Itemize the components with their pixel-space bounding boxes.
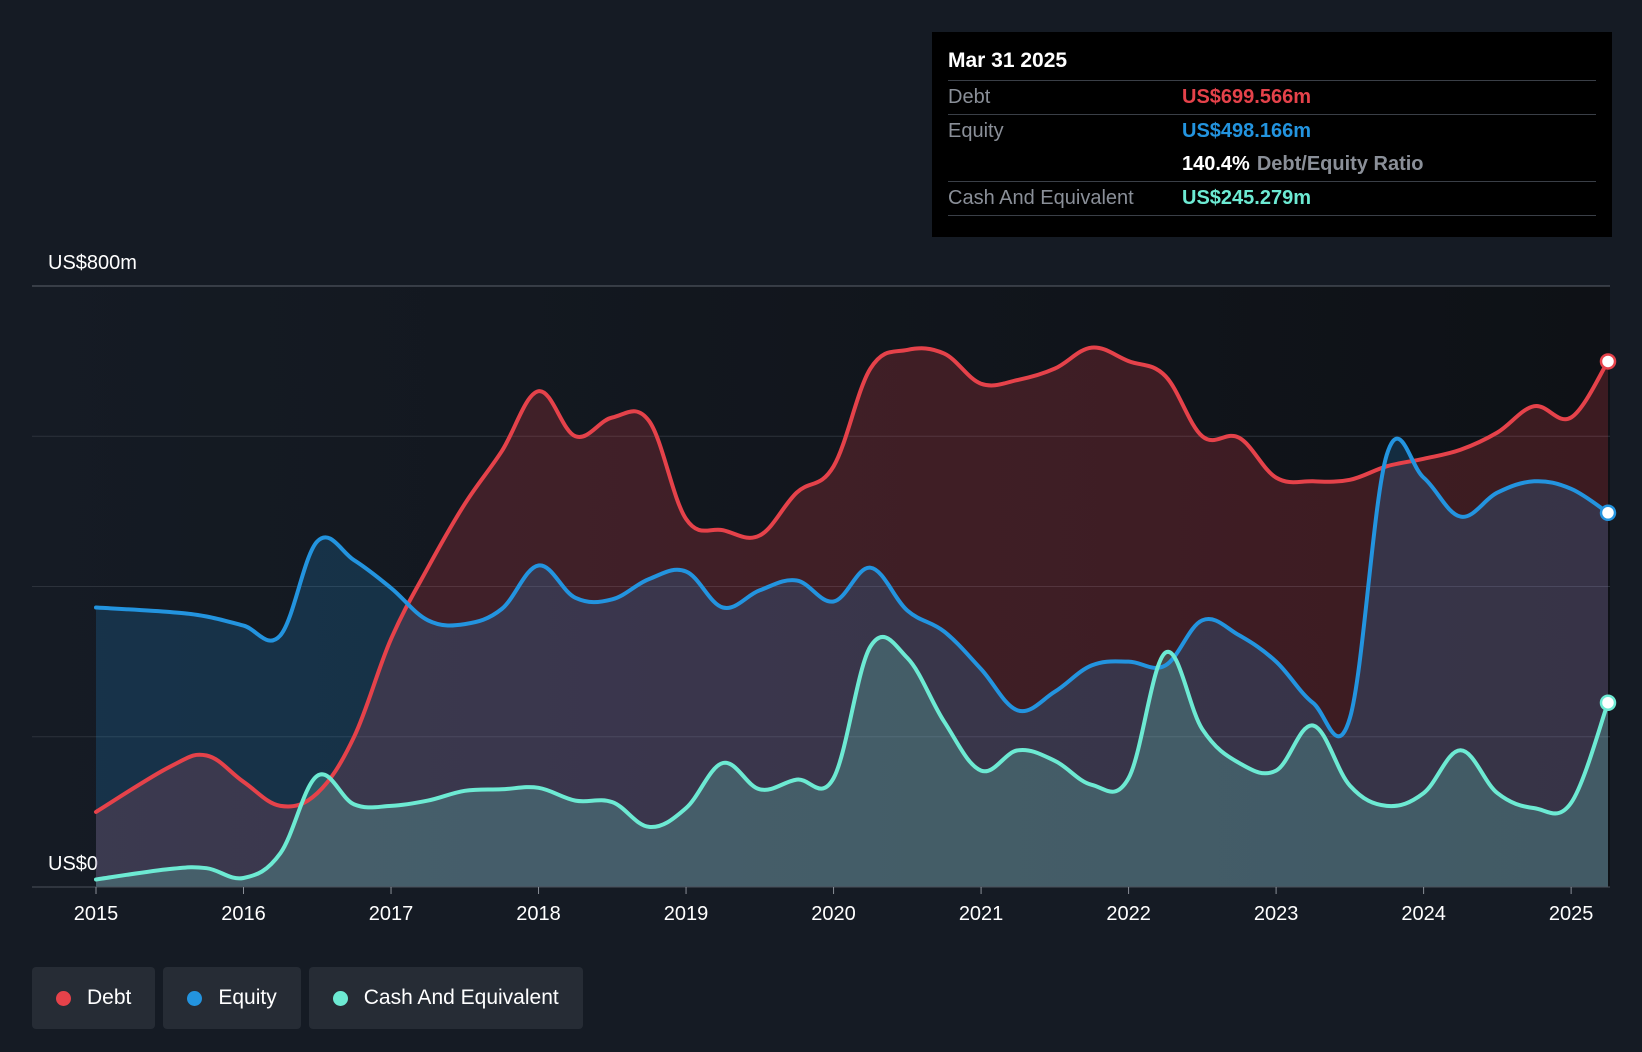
tooltip: Mar 31 2025 Debt US$699.566m Equity US$4… bbox=[932, 32, 1612, 237]
x-tick-label: 2017 bbox=[369, 903, 414, 925]
tooltip-cash-value: US$245.279m bbox=[1182, 187, 1311, 209]
tooltip-date: Mar 31 2025 bbox=[948, 49, 1068, 72]
tooltip-cash-label: Cash And Equivalent bbox=[948, 187, 1134, 209]
grid-lines bbox=[32, 285, 1610, 738]
y-axis-max-label: US$800m bbox=[48, 252, 137, 274]
cash-and-equivalent-area bbox=[96, 636, 1608, 887]
legend-label-debt: Debt bbox=[87, 986, 132, 1009]
legend-label-equity: Equity bbox=[218, 986, 277, 1009]
x-tick-label: 2015 bbox=[74, 903, 119, 925]
tooltip-equity-value: US$498.166m bbox=[1182, 120, 1311, 142]
x-tick-label: 2023 bbox=[1254, 903, 1299, 925]
legend-item-cash[interactable]: Cash And Equivalent bbox=[308, 967, 583, 1029]
x-tick-label: 2020 bbox=[811, 903, 856, 925]
series-lines bbox=[94, 345, 1610, 882]
tooltip-row-equity: Equity US$498.166m bbox=[948, 114, 1596, 148]
y-axis-min-label: US$0 bbox=[48, 853, 98, 875]
debt-dot-icon bbox=[56, 990, 71, 1006]
debt-area bbox=[96, 347, 1608, 887]
debt-end-marker bbox=[1599, 353, 1617, 370]
x-tick-label: 2025 bbox=[1549, 903, 1594, 925]
tooltip-row-debt: Debt US$699.566m bbox=[948, 80, 1596, 114]
cash-dot-icon bbox=[332, 990, 348, 1006]
tooltip-ratio-label: Debt/Equity Ratio bbox=[1256, 153, 1424, 175]
series-areas bbox=[96, 347, 1608, 887]
equity-area bbox=[96, 438, 1608, 887]
tooltip-debt-value: US$699.566m bbox=[1182, 86, 1311, 108]
x-tick-label: 2024 bbox=[1401, 903, 1446, 925]
tooltip-equity-label: Equity bbox=[948, 120, 1004, 142]
tooltip-row-ratio: 140.4% Debt/Equity Ratio bbox=[948, 148, 1596, 181]
tooltip-ratio-value: 140.4% bbox=[1182, 153, 1250, 175]
x-tick-label: 2019 bbox=[664, 903, 709, 925]
tooltip-row-cash: Cash And Equivalent US$245.279m bbox=[948, 181, 1596, 216]
tooltip-debt-label: Debt bbox=[948, 86, 991, 108]
equity-dot-icon bbox=[187, 990, 203, 1006]
x-tick-label: 2016 bbox=[221, 903, 266, 925]
cash-and-equivalent-line bbox=[94, 634, 1610, 882]
legend-item-equity[interactable]: Equity bbox=[163, 967, 301, 1029]
x-tick-label: 2022 bbox=[1106, 903, 1151, 925]
equity-line bbox=[94, 436, 1610, 739]
debt-line bbox=[94, 345, 1610, 814]
series-end-markers bbox=[1599, 353, 1617, 711]
x-tick-label: 2021 bbox=[959, 903, 1004, 925]
legend-label-cash: Cash And Equivalent bbox=[363, 986, 559, 1009]
cash-and-equivalent-end-marker bbox=[1599, 694, 1617, 711]
legend: Debt Equity Cash And Equivalent bbox=[32, 967, 583, 1029]
x-tick-label: 2018 bbox=[516, 903, 561, 925]
equity-end-marker bbox=[1599, 504, 1617, 522]
x-axis-ticks: 2015 2016 2017 2018 2019 2020 2021 2022 2023 2024… bbox=[74, 887, 1594, 925]
legend-item-debt[interactable]: Debt bbox=[32, 967, 156, 1029]
